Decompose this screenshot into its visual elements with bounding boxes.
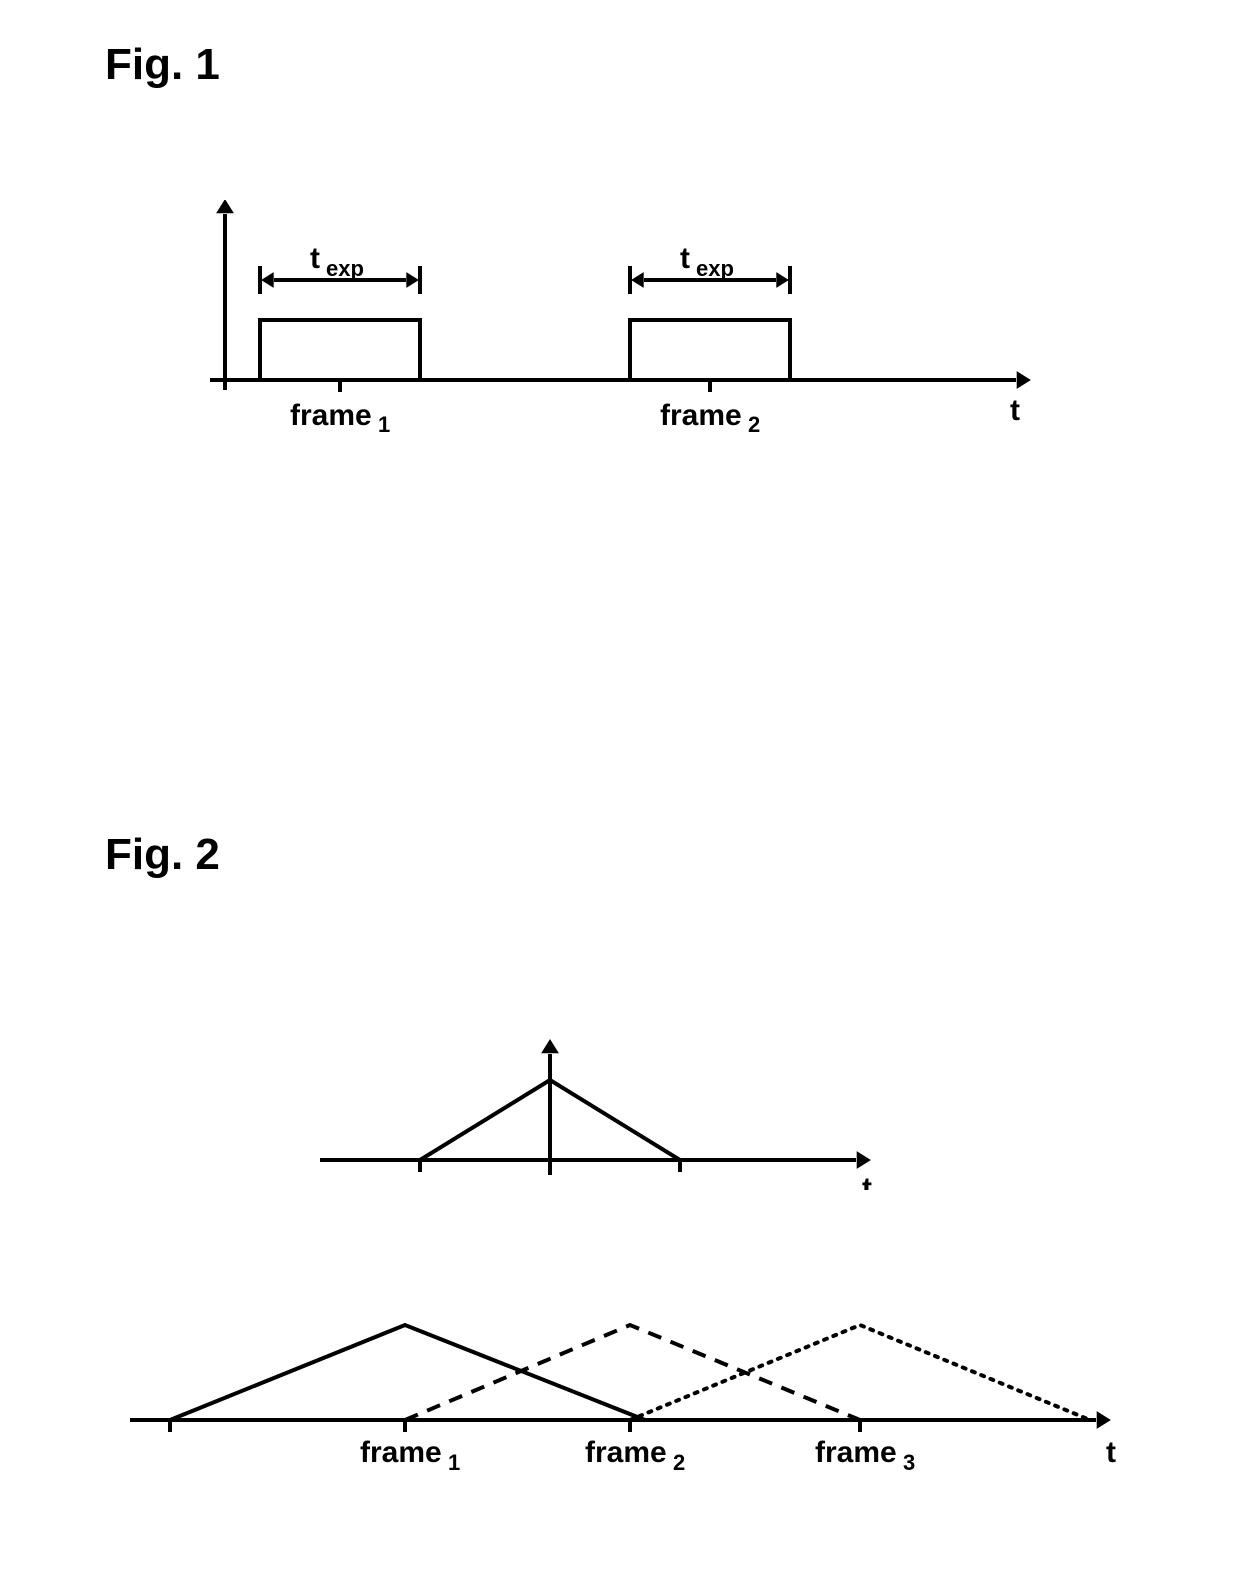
svg-text:frame: frame — [290, 399, 372, 432]
svg-text:1: 1 — [448, 1450, 460, 1470]
svg-text:frame: frame — [585, 1436, 667, 1469]
fig2-chart-top: t — [310, 1030, 890, 1195]
svg-text:frame: frame — [360, 1436, 442, 1469]
svg-text:frame: frame — [660, 399, 742, 432]
svg-text:exp: exp — [696, 256, 734, 281]
svg-text:t: t — [1106, 1436, 1116, 1469]
svg-text:t: t — [862, 1172, 872, 1190]
svg-text:t: t — [1010, 394, 1020, 427]
fig1-chart: tframe1texpframe2texp — [200, 200, 1080, 465]
fig1-title: Fig. 1 — [105, 40, 220, 90]
svg-text:frame: frame — [815, 1436, 897, 1469]
fig2-title: Fig. 2 — [105, 830, 220, 880]
svg-text:t: t — [310, 242, 320, 275]
fig2-chart-bottom: frame 1 frame 2 frame 3 t — [120, 1270, 1140, 1475]
svg-text:exp: exp — [326, 256, 364, 281]
svg-text:1: 1 — [378, 412, 390, 437]
svg-text:2: 2 — [748, 412, 760, 437]
svg-text:t: t — [680, 242, 690, 275]
svg-text:3: 3 — [903, 1450, 915, 1470]
svg-text:2: 2 — [673, 1450, 685, 1470]
